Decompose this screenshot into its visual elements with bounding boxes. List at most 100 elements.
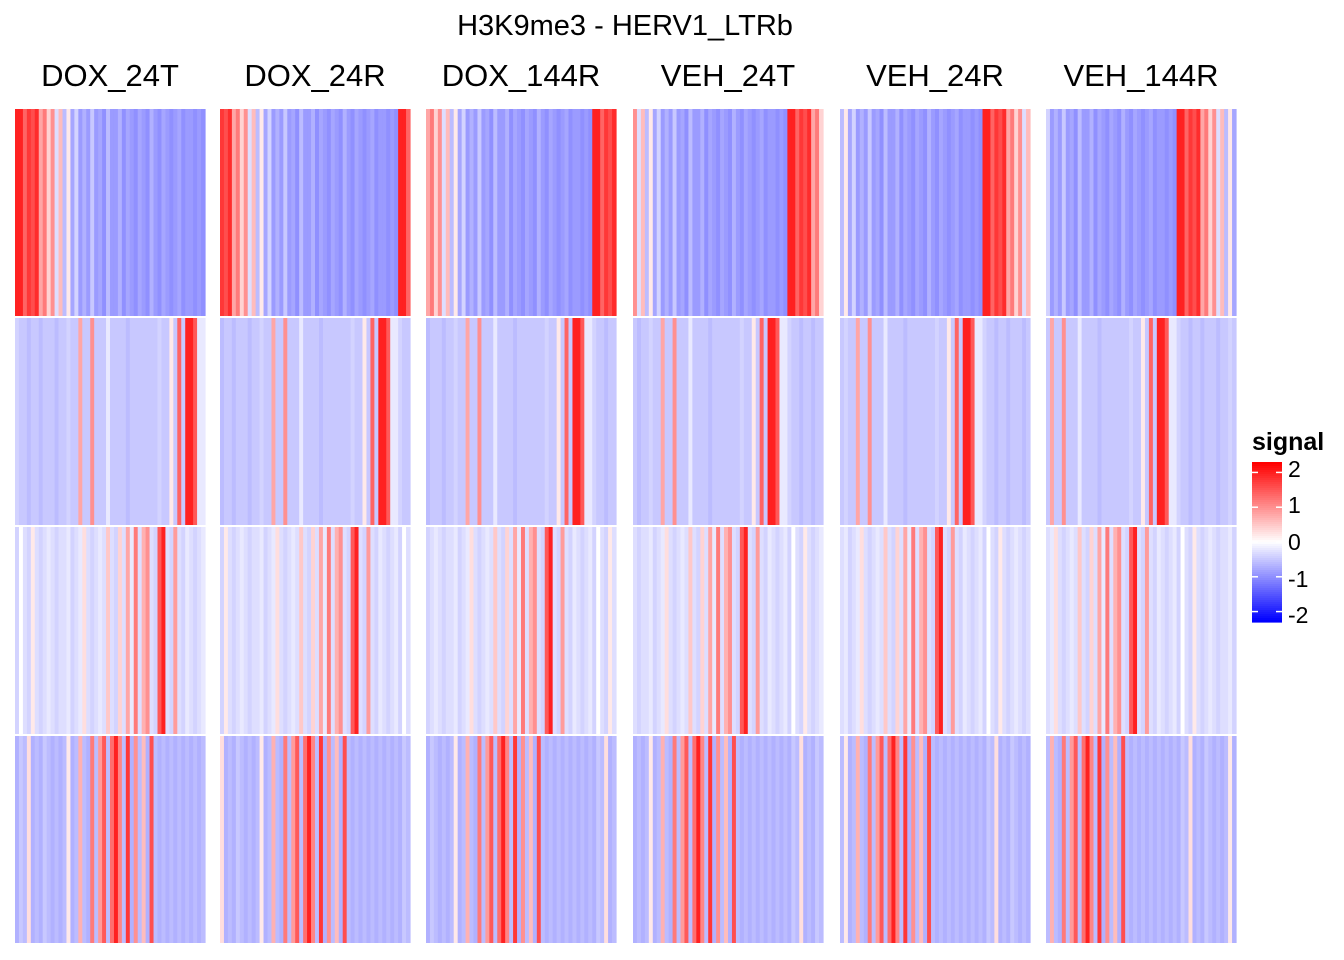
heatmap-cell <box>473 527 479 734</box>
heatmap-cell <box>1216 318 1221 525</box>
legend-colorbar-segment <box>1252 502 1282 505</box>
heatmap-cell <box>113 527 119 734</box>
heatmap-cell <box>342 318 348 525</box>
legend-colorbar-segment <box>1252 594 1282 597</box>
heatmap-cell <box>962 318 968 525</box>
heatmap-cell <box>330 318 336 525</box>
heatmap-cell <box>227 527 233 734</box>
heatmap-cell <box>106 527 111 734</box>
heatmap-cell <box>923 318 928 525</box>
heatmap-cell <box>362 527 368 734</box>
legend-colorbar-segment <box>1252 518 1282 521</box>
heatmap-cell <box>1232 527 1237 734</box>
heatmap-cell <box>315 736 320 943</box>
heatmap-cell <box>887 109 893 316</box>
heatmap-cell <box>220 109 225 316</box>
heatmap-cell <box>938 109 944 316</box>
heatmap-cell <box>121 527 127 734</box>
heatmap-cell <box>660 527 666 734</box>
heatmap-cell <box>1152 109 1158 316</box>
legend-colorbar-segment <box>1252 476 1282 479</box>
heatmap-cell <box>572 109 578 316</box>
heatmap-cell <box>473 109 479 316</box>
heatmap-cell <box>231 109 237 316</box>
heatmap-cell <box>668 527 674 734</box>
heatmap-cell <box>469 736 475 943</box>
heatmap-cell <box>743 527 749 734</box>
heatmap-cell <box>22 318 28 525</box>
heatmap-cell <box>716 318 721 525</box>
heatmap-cell <box>1164 527 1170 734</box>
heatmap-cell <box>1049 736 1055 943</box>
heatmap-cell <box>1077 736 1083 943</box>
heatmap-cell <box>919 109 924 316</box>
heatmap-cell <box>1232 109 1237 316</box>
heatmap-cell <box>501 109 506 316</box>
heatmap-cell <box>322 318 328 525</box>
heatmap-cell <box>712 109 717 316</box>
heatmap-cell <box>402 109 407 316</box>
heatmap-cell <box>497 736 502 943</box>
heatmap-cell <box>378 318 383 525</box>
heatmap-cell <box>90 318 95 525</box>
heatmap-cell <box>1057 318 1063 525</box>
heatmap-cell <box>38 527 44 734</box>
heatmap-cell <box>676 736 682 943</box>
heatmap-cell <box>923 527 928 734</box>
heatmap-cell <box>1184 318 1190 525</box>
heatmap-cell <box>592 109 597 316</box>
heatmap-cell <box>137 736 143 943</box>
legend-title: signal <box>1252 428 1325 456</box>
heatmap-cell <box>390 109 395 316</box>
heatmap-cell <box>911 109 916 316</box>
heatmap-cell <box>935 109 940 316</box>
heatmap-cell <box>879 318 885 525</box>
heatmap-cell <box>429 109 435 316</box>
heatmap-cell <box>1026 527 1031 734</box>
heatmap-cell <box>811 736 816 943</box>
heatmap-cell <box>315 527 320 734</box>
heatmap-cell <box>517 109 522 316</box>
heatmap-cell <box>406 736 411 943</box>
heatmap-cell <box>1196 109 1201 316</box>
heatmap-cell <box>568 527 574 734</box>
heatmap-cell <box>121 736 127 943</box>
heatmap-cell <box>859 736 865 943</box>
legend-colorbar-segment <box>1252 548 1282 551</box>
heatmap-cell <box>919 318 924 525</box>
legend-colorbar-segment <box>1252 620 1282 623</box>
heatmap-cell <box>859 318 865 525</box>
legend-colorbar-segment <box>1252 616 1282 619</box>
heatmap-cell <box>716 736 721 943</box>
heatmap-cell <box>493 527 498 734</box>
heatmap-cell <box>708 527 713 734</box>
heatmap-cell <box>891 318 897 525</box>
heatmap-cell <box>157 736 163 943</box>
heatmap-cell <box>600 318 605 525</box>
legend-colorbar-segment <box>1252 520 1282 523</box>
heatmap-cell <box>54 736 60 943</box>
heatmap-cell <box>469 527 475 734</box>
heatmap-cell <box>739 318 745 525</box>
heatmap-cell <box>883 527 889 734</box>
heatmap-cell <box>668 109 674 316</box>
heatmap-cell <box>652 527 658 734</box>
legend-colorbar-segment <box>1252 496 1282 499</box>
heatmap-cell <box>1192 736 1198 943</box>
heatmap-cell <box>1129 109 1134 316</box>
legend-colorbar-segment <box>1252 598 1282 601</box>
heatmap-cell <box>1109 109 1114 316</box>
heatmap-cell <box>315 318 320 525</box>
heatmap-cell <box>783 527 788 734</box>
heatmap-cell <box>1220 527 1225 734</box>
legend-colorbar-segment <box>1252 542 1282 545</box>
heatmap-cell <box>1073 318 1079 525</box>
heatmap-cell <box>931 736 936 943</box>
heatmap-cell <box>1232 736 1237 943</box>
heatmap-cell <box>485 736 490 943</box>
heatmap-cell <box>592 527 597 734</box>
heatmap-cell <box>648 527 654 734</box>
heatmap-cell <box>1216 736 1221 943</box>
heatmap-cell <box>636 527 642 734</box>
heatmap-cell <box>596 736 601 943</box>
